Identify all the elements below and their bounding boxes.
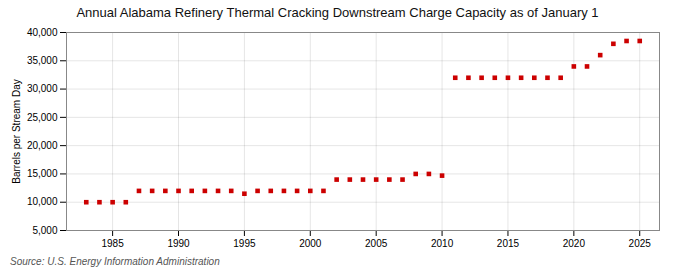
svg-text:30,000: 30,000 (27, 83, 58, 94)
svg-text:1990: 1990 (167, 238, 190, 249)
svg-text:2005: 2005 (365, 238, 388, 249)
svg-text:15,000: 15,000 (27, 168, 58, 179)
svg-text:10,000: 10,000 (27, 196, 58, 207)
svg-text:25,000: 25,000 (27, 112, 58, 123)
svg-text:40,000: 40,000 (27, 27, 58, 38)
svg-text:35,000: 35,000 (27, 55, 58, 66)
svg-text:1985: 1985 (101, 238, 124, 249)
svg-text:2010: 2010 (431, 238, 454, 249)
svg-text:2025: 2025 (629, 238, 652, 249)
html-text:Source: U.S. Energy Informatio: Source: U.S. Energy Information Administ… (10, 256, 220, 267)
svg-text:20,000: 20,000 (27, 140, 58, 151)
svg-text:2020: 2020 (563, 238, 586, 249)
svg-text:1995: 1995 (233, 238, 256, 249)
svg-text:5,000: 5,000 (32, 225, 57, 236)
svg-text:2000: 2000 (299, 238, 322, 249)
svg-text:Barrels per Stream Day: Barrels per Stream Day (11, 79, 22, 183)
svg-text:2015: 2015 (497, 238, 520, 249)
html-text:Annual Alabama Refinery Therma: Annual Alabama Refinery Thermal Cracking… (76, 5, 599, 20)
